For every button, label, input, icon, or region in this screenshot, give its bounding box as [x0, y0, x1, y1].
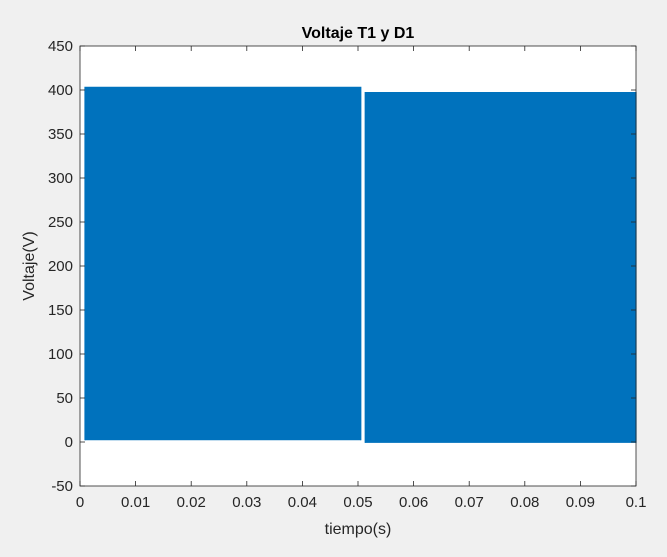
y-tick-label: 50	[56, 390, 73, 407]
y-ticks: -50 0 50 100 150 200 250 300 350 400 450	[48, 38, 636, 495]
x-tick-label: 0.05	[343, 494, 372, 511]
x-tick-label: 0	[76, 494, 84, 511]
x-axis-label: tiempo(s)	[325, 521, 392, 538]
series-layer	[84, 86, 637, 443]
y-tick-label: -50	[51, 478, 73, 495]
x-tick-label: 0.09	[566, 494, 595, 511]
x-tick-label: 0.04	[288, 494, 317, 511]
y-tick-label: 350	[48, 126, 73, 143]
x-tick-label: 0.03	[232, 494, 261, 511]
y-tick-label: 250	[48, 214, 73, 231]
y-tick-label: 100	[48, 346, 73, 363]
x-tick-label: 0.07	[455, 494, 484, 511]
y-tick-label: 450	[48, 38, 73, 55]
chart-title: Voltaje T1 y D1	[302, 25, 415, 42]
y-tick-label: 400	[48, 82, 73, 99]
x-tick-label: 0.06	[399, 494, 428, 511]
x-tick-label: 0.08	[510, 494, 539, 511]
y-axis-label: Voltaje(V)	[21, 231, 38, 300]
y-tick-label: 0	[65, 434, 73, 451]
series-segment-2	[365, 92, 636, 443]
x-tick-label: 0.01	[121, 494, 150, 511]
series-segment-1	[85, 87, 361, 441]
y-tick-label: 200	[48, 258, 73, 275]
x-ticks: 0 0.01 0.02 0.03 0.04 0.05 0.06 0.07 0.08 0.09 0.1	[76, 46, 647, 511]
x-tick-label: 0.1	[626, 494, 647, 511]
y-tick-label: 150	[48, 302, 73, 319]
series-line-1	[84, 86, 362, 441]
y-tick-label: 300	[48, 170, 73, 187]
x-tick-label: 0.02	[177, 494, 206, 511]
